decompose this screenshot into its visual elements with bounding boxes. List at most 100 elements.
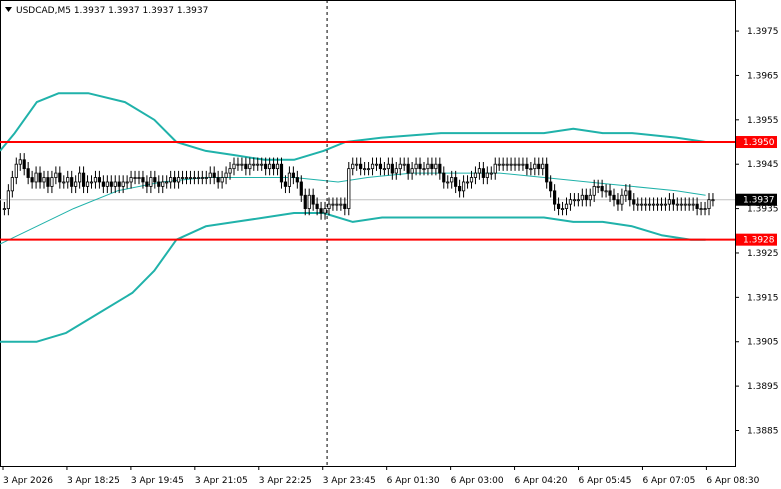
candle-body (244, 163, 248, 170)
candle-body (620, 194, 624, 205)
candle-body (275, 163, 280, 170)
candle (430, 157, 434, 176)
candle-body (374, 163, 379, 166)
candle (513, 157, 517, 171)
candle (212, 166, 216, 185)
candle-body (406, 163, 410, 174)
candle (303, 188, 307, 216)
candle-body (208, 172, 212, 178)
candle (153, 170, 157, 189)
candle-body (62, 181, 66, 184)
candle-body (74, 181, 78, 187)
candle (616, 193, 620, 211)
candle-body (188, 177, 193, 179)
candle (529, 161, 533, 176)
candle-body (359, 163, 363, 170)
level-price-tag-1 (736, 136, 777, 149)
candle-body (394, 168, 398, 174)
candle (651, 197, 656, 211)
candle (461, 175, 466, 198)
candle-body (430, 163, 434, 170)
candle (180, 170, 185, 185)
candle (351, 157, 355, 176)
y-tick-label: 1.3965 (747, 71, 779, 81)
candle-body (363, 168, 367, 171)
candle (390, 157, 394, 180)
candle (454, 170, 458, 194)
candle (564, 197, 569, 216)
candle-body (370, 163, 375, 170)
candle (78, 166, 82, 189)
candle (640, 197, 644, 211)
candle (26, 161, 30, 185)
y-tick-label: 1.3905 (747, 338, 779, 348)
candle-body (311, 194, 315, 205)
candle (283, 175, 288, 194)
candle (556, 197, 561, 216)
level-price-tag-label: 1.3928 (743, 236, 775, 246)
candle (46, 170, 50, 194)
candle-body (268, 163, 272, 170)
candle (438, 157, 442, 180)
x-tick-label: 6 Apr 03:00 (451, 476, 504, 486)
x-tick-label: 3 Apr 2026 (3, 476, 53, 486)
upper-band-line (0, 92, 706, 161)
candle (489, 166, 493, 180)
x-tick-label: 6 Apr 04:20 (515, 476, 568, 486)
candle-body (335, 203, 339, 206)
candle-body (382, 168, 387, 171)
candle (355, 157, 359, 171)
candle (327, 197, 331, 216)
candle-body (109, 181, 113, 187)
candle (18, 153, 22, 171)
candle (311, 188, 315, 211)
candle-body (612, 194, 616, 201)
x-tick-label: 3 Apr 19:45 (131, 476, 184, 486)
candle (537, 157, 541, 176)
candle-body (260, 163, 264, 166)
candle (62, 175, 66, 189)
candle-body (442, 172, 446, 183)
candle (196, 170, 200, 185)
y-tick-label: 1.3885 (747, 426, 779, 436)
candle (505, 157, 509, 171)
candle (145, 175, 149, 194)
candle (14, 157, 18, 185)
candle-body (556, 203, 561, 209)
candle (501, 157, 505, 171)
candle (584, 188, 588, 207)
candle-body (549, 181, 553, 192)
candle (600, 179, 604, 198)
candle-body (105, 181, 109, 187)
candle (663, 197, 668, 211)
candle (248, 157, 252, 176)
candle-body (149, 177, 153, 187)
candle (295, 170, 299, 189)
candle (264, 157, 268, 176)
candle-body (89, 181, 94, 184)
candle-body (675, 203, 679, 206)
candle (117, 175, 121, 194)
candle (493, 157, 497, 180)
candle (6, 184, 10, 216)
candle (359, 157, 363, 176)
candle (398, 157, 402, 176)
chart-menu-triangle-icon[interactable] (5, 7, 12, 12)
level-lines-layer (0, 141, 735, 241)
candle (477, 161, 482, 180)
candle-body (129, 177, 133, 183)
candle-body (604, 190, 608, 193)
x-tick-label: 3 Apr 22:25 (259, 476, 312, 486)
candle-body (501, 163, 505, 166)
candle-body (699, 208, 703, 210)
candle (648, 197, 652, 211)
candle (687, 197, 691, 211)
candle-body (323, 208, 327, 214)
candle-body (248, 163, 252, 170)
candle (299, 175, 303, 202)
candle-body (46, 177, 50, 187)
candle-body (117, 181, 121, 187)
candle-body (505, 163, 509, 166)
y-tick-label: 1.3935 (747, 205, 779, 215)
